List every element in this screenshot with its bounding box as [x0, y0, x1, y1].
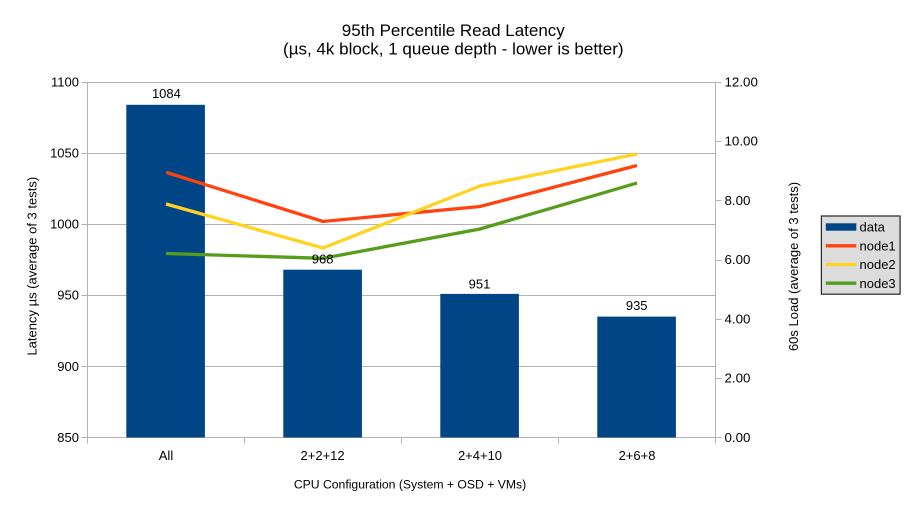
svg-text:968: 968: [312, 251, 334, 266]
svg-text:CPU Configuration (System + OS: CPU Configuration (System + OSD + VMs): [294, 477, 526, 491]
svg-text:2+6+8: 2+6+8: [619, 448, 656, 463]
svg-text:2+4+10: 2+4+10: [458, 448, 502, 463]
svg-text:951: 951: [469, 277, 491, 292]
svg-text:6.00: 6.00: [725, 252, 751, 267]
svg-text:1084: 1084: [152, 86, 181, 101]
svg-text:node2: node2: [860, 257, 896, 272]
svg-text:node3: node3: [860, 276, 896, 291]
svg-text:60s Load (average of 3 tests): 60s Load (average of 3 tests): [786, 182, 801, 351]
svg-text:935: 935: [626, 298, 648, 313]
svg-text:0.00: 0.00: [725, 430, 751, 445]
svg-text:All: All: [159, 448, 174, 463]
svg-text:Latency µs (average of 3 tests: Latency µs (average of 3 tests): [25, 177, 40, 356]
svg-text:10.00: 10.00: [725, 134, 758, 149]
svg-text:node1: node1: [860, 239, 896, 254]
svg-text:2.00: 2.00: [725, 371, 751, 386]
svg-text:900: 900: [57, 359, 79, 374]
svg-text:1000: 1000: [50, 217, 79, 232]
svg-text:95th Percentile Read Latency: 95th Percentile Read Latency: [342, 21, 566, 40]
svg-text:8.00: 8.00: [725, 193, 751, 208]
svg-text:4.00: 4.00: [725, 311, 751, 326]
svg-text:2+2+12: 2+2+12: [301, 448, 345, 463]
svg-text:850: 850: [57, 430, 79, 445]
svg-text:1050: 1050: [50, 146, 79, 161]
svg-text:1100: 1100: [51, 74, 79, 89]
svg-text:12.00: 12.00: [725, 74, 758, 89]
svg-text:data: data: [860, 220, 886, 235]
svg-text:950: 950: [57, 288, 79, 303]
svg-text:(µs, 4k block, 1 queue depth -: (µs, 4k block, 1 queue depth - lower is …: [283, 39, 624, 58]
